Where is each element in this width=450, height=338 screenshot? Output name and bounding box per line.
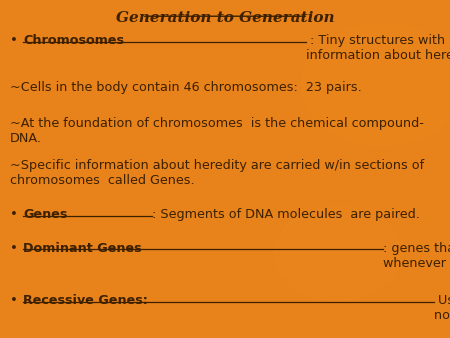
Text: •: • [10,34,18,47]
Circle shape [274,206,400,301]
Text: Dominant Genes: Dominant Genes [23,242,142,255]
Text: Recessive Genes:: Recessive Genes: [23,294,148,307]
Circle shape [126,95,324,243]
Text: : Segments of DNA molecules  are paired.: : Segments of DNA molecules are paired. [152,208,419,221]
Text: ~Specific information about heredity are carried w/in sections of
chromosomes  c: ~Specific information about heredity are… [10,159,424,187]
Text: Generation to Generation: Generation to Generation [116,11,334,25]
Text: •: • [10,242,18,255]
Circle shape [302,24,450,145]
Text: Usually show up only when dominant genes are
not present.: Usually show up only when dominant genes… [434,294,450,322]
Text: •: • [10,294,18,307]
Text: ~Cells in the body contain 46 chromosomes:  23 pairs.: ~Cells in the body contain 46 chromosome… [10,81,362,94]
Text: Genes: Genes [23,208,68,221]
Text: •: • [10,208,18,221]
Text: ~At the foundation of chromosomes  is the chemical compound-
DNA.: ~At the foundation of chromosomes is the… [10,117,424,145]
Text: : Tiny structures with in the nuclei of cells that carry
information about hered: : Tiny structures with in the nuclei of … [306,34,450,62]
Circle shape [14,112,122,193]
Text: Chromosomes: Chromosomes [23,34,124,47]
Text: : genes that generally show up in the offspring
whenever they are present.: : genes that generally show up in the of… [383,242,450,270]
